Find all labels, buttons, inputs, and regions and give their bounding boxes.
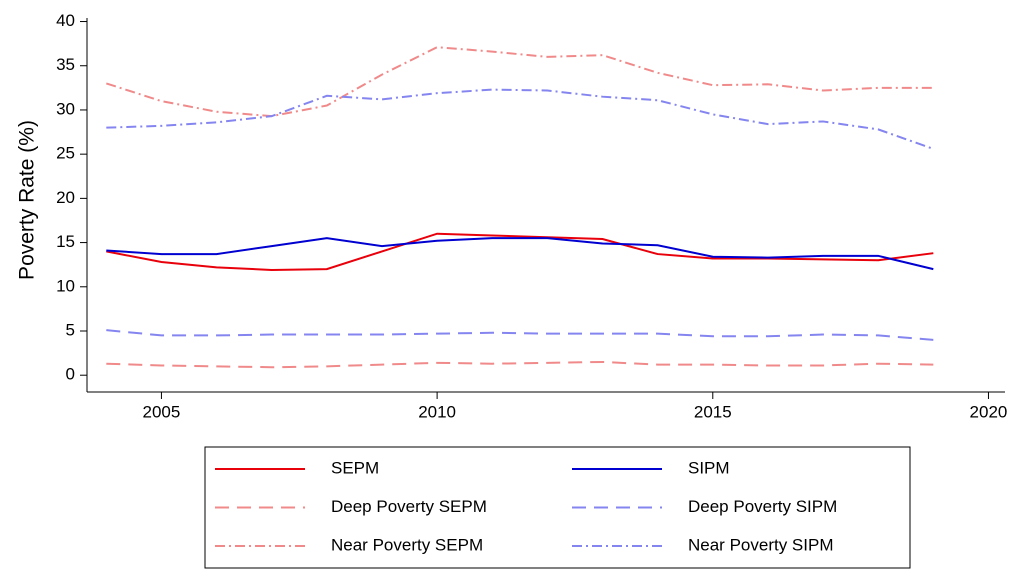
legend-box <box>204 446 911 569</box>
legend-label: SIPM <box>688 458 730 477</box>
y-tick-label: 20 <box>56 188 75 207</box>
series-line <box>106 360 934 369</box>
x-tick-label: 2015 <box>694 402 732 421</box>
legend-label: Near Poverty SIPM <box>688 535 834 554</box>
y-tick-label: 35 <box>56 55 75 74</box>
y-tick-label: 15 <box>56 232 75 251</box>
y-tick-label: 30 <box>56 99 75 118</box>
legend-label: Deep Poverty SIPM <box>688 497 837 516</box>
x-tick-label: 2010 <box>418 402 456 421</box>
y-tick-label: 10 <box>56 276 75 295</box>
legend-label: SEPM <box>331 458 379 477</box>
y-axis-label: Poverty Rate (%) <box>16 120 39 280</box>
y-tick-label: 5 <box>66 320 75 339</box>
series-line <box>106 237 934 271</box>
series-line <box>106 88 934 150</box>
series-line <box>106 329 934 341</box>
series-line <box>105 46 934 118</box>
legend-label: Near Poverty SEPM <box>331 535 483 554</box>
y-tick-label: 25 <box>56 144 75 163</box>
y-tick-label: 0 <box>66 365 75 384</box>
y-tick-label: 40 <box>56 11 75 30</box>
x-tick-label: 2005 <box>143 402 181 421</box>
legend-label: Deep Poverty SEPM <box>331 497 487 516</box>
x-tick-label: 2020 <box>970 402 1008 421</box>
series-line <box>106 232 934 271</box>
